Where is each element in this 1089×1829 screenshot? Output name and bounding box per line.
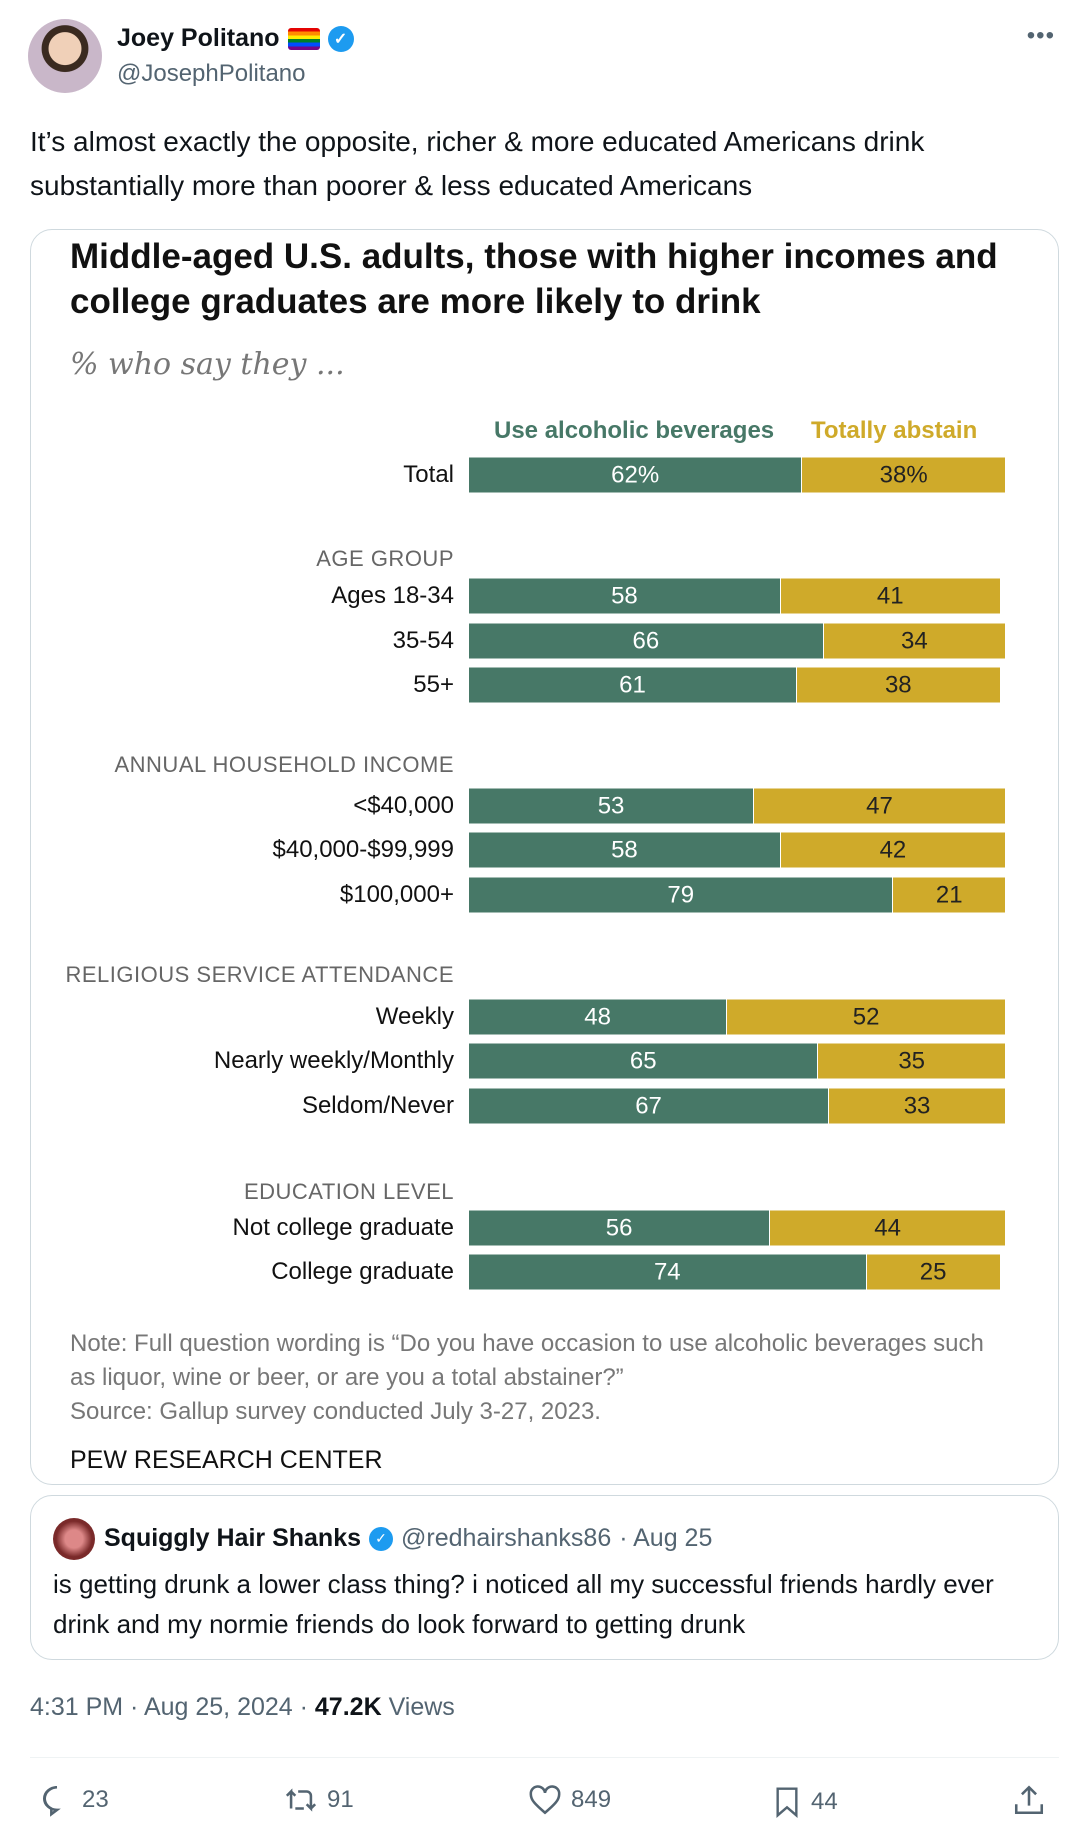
row-label: College graduate (271, 1258, 454, 1285)
bar-abstain: 33 (828, 1088, 1005, 1124)
author-handle[interactable]: @JosephPolitano (117, 60, 306, 87)
source-text: Source: Gallup survey conducted July 3-2… (70, 1398, 601, 1425)
bar-use: 48 (469, 999, 727, 1035)
row-label: Seldom/Never (301, 1092, 454, 1119)
bar-use: 61 (469, 667, 796, 703)
author-name[interactable]: Joey Politano (117, 24, 280, 52)
row-label: $40,000-$99,999 (272, 836, 455, 863)
verified-badge-icon: ✓ (369, 1526, 394, 1551)
bar-use: 53 (469, 788, 754, 824)
bar-use: 56 (469, 1210, 770, 1246)
chart-credit: PEW RESEARCH CENTER (70, 1446, 383, 1474)
group-header: ANNUAL HOUSEHOLD INCOME (114, 752, 454, 777)
quote-name: Squiggly Hair Shanks (104, 1524, 362, 1552)
bar-abstain: 47 (753, 788, 1005, 824)
row-label: Total (403, 461, 454, 488)
author-name-row: Joey Politano ✓ (117, 24, 354, 53)
row-label: 35-54 (392, 627, 454, 654)
bar-abstain: 35 (817, 1043, 1005, 1079)
chart-image-card[interactable] (30, 229, 1059, 1485)
view-count: 47.2K (314, 1693, 382, 1721)
timestamp[interactable]: 4:31 PM · Aug 25, 2024 · (30, 1693, 315, 1721)
bar-abstain: 41 (779, 578, 1000, 614)
legend-use: Use alcoholic beverages (494, 417, 775, 444)
row-label: Nearly weekly/Monthly (213, 1047, 454, 1074)
row-label: Not college graduate (232, 1214, 454, 1241)
quote-date: · Aug 25 (619, 1524, 713, 1552)
heart-icon (529, 1785, 561, 1815)
reply-button[interactable]: 23 (40, 1783, 109, 1817)
row-label: Weekly (375, 1003, 454, 1030)
bar-abstain: 21 (892, 877, 1005, 913)
quote-avatar (53, 1518, 95, 1560)
bar-use: 58 (469, 578, 780, 614)
bar-abstain: 52 (726, 999, 1005, 1035)
bar-use: 67 (469, 1088, 829, 1124)
share-button[interactable] (1012, 1783, 1046, 1817)
repost-icon (285, 1788, 317, 1812)
legend-abstain: Totally abstain (811, 417, 978, 444)
bar-abstain: 44 (769, 1210, 1005, 1246)
bookmark-icon (776, 1787, 798, 1818)
note-text: Note: Full question wording is “Do you h… (70, 1330, 984, 1391)
row-label: $100,000+ (339, 881, 454, 908)
bar-use: 62% (469, 457, 802, 493)
verified-badge-icon: ✓ (327, 25, 354, 52)
bar-abstain: 25 (865, 1254, 1000, 1290)
bar-use: 58 (469, 832, 780, 868)
repost-count: 91 (327, 1786, 354, 1813)
row-label: <$40,000 (353, 792, 454, 819)
like-count: 849 (571, 1786, 612, 1813)
bar-abstain: 42 (779, 832, 1005, 868)
bookmark-count: 44 (811, 1788, 838, 1815)
like-button[interactable]: 849 (527, 1783, 611, 1817)
chart-title: Middle-aged U.S. adults, those with high… (70, 237, 998, 321)
chart-subtitle: % who say they ... (70, 347, 345, 382)
quote-text: is getting drunk a lower class thing? i … (53, 1569, 994, 1639)
repost-button[interactable]: 91 (283, 1783, 354, 1817)
bar-abstain: 34 (822, 623, 1005, 659)
group-header: RELIGIOUS SERVICE ATTENDANCE (65, 962, 454, 987)
divider (30, 1757, 1059, 1758)
rainbow-flag-icon (287, 27, 320, 50)
quoted-tweet[interactable] (30, 1495, 1059, 1660)
reply-count: 23 (82, 1786, 109, 1813)
bar-abstain: 38% (801, 457, 1005, 493)
bar-abstain: 38 (795, 667, 1000, 703)
tweet-meta: 4:31 PM · Aug 25, 2024 · 47.2K Views (30, 1693, 455, 1722)
group-header: EDUCATION LEVEL (243, 1179, 454, 1204)
bookmark-button[interactable]: 44 (771, 1783, 838, 1821)
chart-note: Note: Full question wording is “Do you h… (70, 1327, 1010, 1429)
more-options-icon[interactable]: ••• (1026, 22, 1055, 49)
bar-use: 74 (469, 1254, 866, 1290)
reply-icon (42, 1785, 61, 1817)
row-label: 55+ (413, 671, 454, 698)
tweet-text: It’s almost exactly the opposite, richer… (30, 126, 925, 201)
views-label: Views (381, 1693, 455, 1721)
author-avatar[interactable] (28, 19, 102, 93)
group-header: AGE GROUP (316, 546, 454, 571)
bar-use: 79 (469, 877, 893, 913)
quote-header: Squiggly Hair Shanks ✓ @redhairshanks86 … (104, 1524, 712, 1553)
row-label: Ages 18-34 (331, 582, 454, 609)
bar-use: 65 (469, 1043, 818, 1079)
share-icon (1014, 1785, 1044, 1815)
quote-handle: @redhairshanks86 (401, 1524, 612, 1552)
bar-use: 66 (469, 623, 823, 659)
